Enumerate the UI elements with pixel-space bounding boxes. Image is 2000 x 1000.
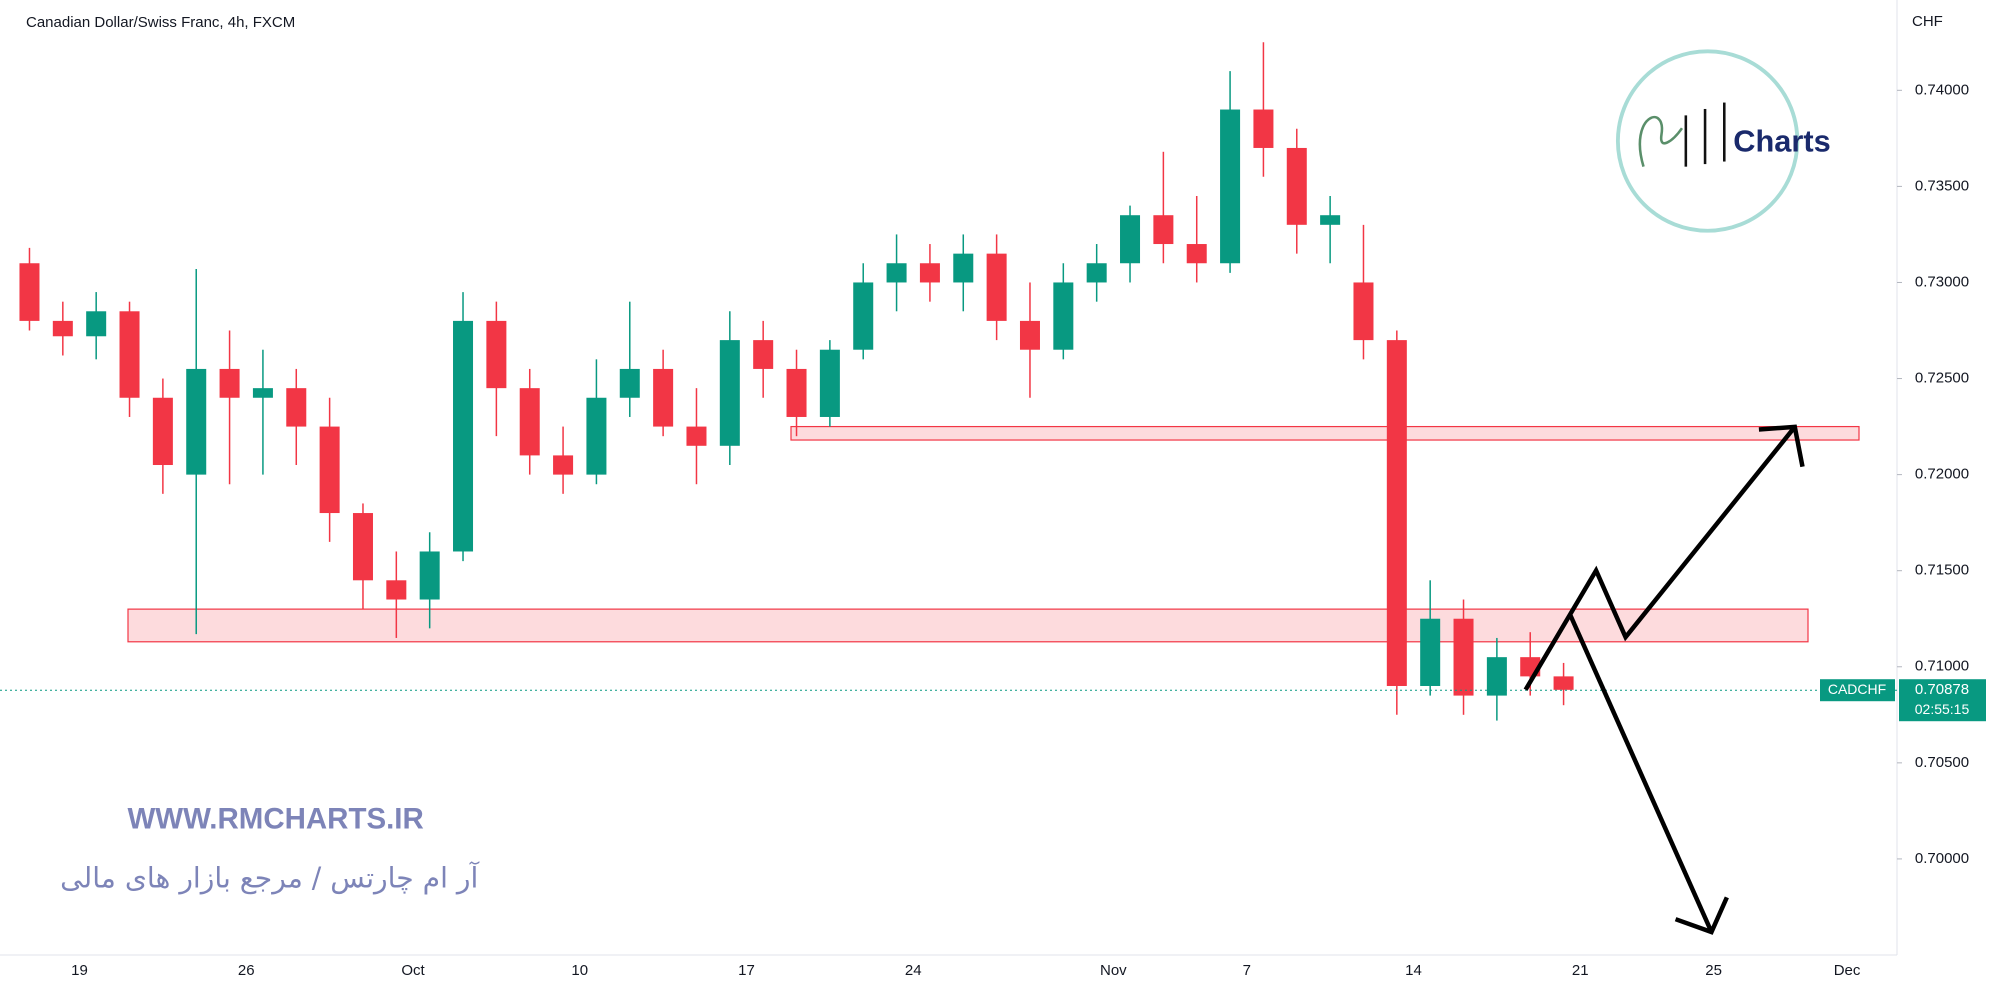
candle-body [86,311,107,337]
candle-body [19,263,40,321]
candle-body [1220,109,1241,264]
x-tick-label: 17 [738,962,755,979]
candle-body [286,388,307,427]
x-tick-label: 24 [905,962,922,979]
x-tick-label: 10 [571,962,588,979]
y-tick-label: 0.72000 [1915,466,1969,483]
y-tick-label: 0.71500 [1915,562,1969,579]
candle-body [1153,215,1174,245]
candle-body [119,311,140,398]
candle-body [419,551,440,600]
x-tick-label: 25 [1705,962,1722,979]
candle-body [352,513,373,581]
currency-label: CHF [1912,13,1943,30]
candle-body [1253,109,1274,148]
candle-body [1453,618,1474,696]
candle-body [453,320,474,552]
symbol-tag [1820,679,1895,702]
symbol-tag-text: CADCHF [1828,681,1886,697]
candle-body [953,253,974,283]
candle-body [319,426,340,514]
x-tick-label: 19 [71,962,88,979]
candle-body [1086,263,1107,283]
y-tick-label: 0.70500 [1915,754,1969,771]
candle-body [1120,215,1141,264]
candle-body [186,368,207,475]
y-tick-label: 0.73500 [1915,177,1969,194]
candle-body [719,340,740,446]
x-tick-label: Oct [401,962,425,979]
candle-body [1420,618,1441,686]
y-tick-label: 0.70000 [1915,850,1969,867]
x-tick-label: 7 [1243,962,1251,979]
candle-body [1186,244,1207,264]
drawings: Charts WWW.RMCHARTS.IR آر ام چارتس / مرج… [60,49,1831,935]
arrow-head [1758,424,1805,468]
candle-body [919,263,940,283]
candle-body [1019,320,1040,350]
y-tick-label: 0.74000 [1915,81,1969,98]
projection-arrow-down [1568,614,1714,933]
candle-body [553,455,574,475]
logo-script [1638,115,1684,168]
projection-arrow-up [1523,425,1797,691]
chart-title: Canadian Dollar/Swiss Franc, 4h, FXCM [26,14,295,31]
logo-ring [1615,49,1800,233]
candle-body [386,580,407,600]
candle-body [786,368,807,417]
price-tag [1899,679,1986,722]
candle-body [986,253,1007,321]
candle-body [753,340,774,369]
x-tick-label: 26 [238,962,255,979]
y-tick-label: 0.73000 [1915,273,1969,290]
candle-body [486,320,507,389]
price-tag-countdown: 02:55:15 [1915,701,1970,717]
x-tick-label: Nov [1100,962,1127,979]
candle-body [252,388,273,398]
candle-body [586,397,607,475]
price-tag-value: 0.70878 [1915,681,1969,698]
logo-text: Charts [1733,124,1830,159]
candle-body [519,388,540,456]
candle-body [619,368,640,398]
candle-body [52,320,73,337]
candle-body [1353,282,1374,341]
candle-body [152,397,173,466]
candle-body [1553,676,1574,690]
candle-body [653,368,674,427]
x-tick-label: Dec [1834,962,1861,979]
candle-body [1053,282,1074,350]
candle-body [219,368,240,398]
x-tick-label: 21 [1572,962,1589,979]
zone [127,608,1809,643]
arrow-head [1674,896,1729,935]
candle-body [819,349,840,417]
candle-body [1286,147,1307,225]
y-tick-label: 0.71000 [1915,658,1969,675]
watermark-url: WWW.RMCHARTS.IR [127,802,423,835]
candle-body [886,263,907,283]
y-tick-label: 0.72500 [1915,370,1969,387]
zone [790,425,1860,441]
candle-body [1486,657,1507,696]
watermark-subtitle: آر ام چارتس / مرجع بازار های مالی [60,861,479,894]
x-tick-label: 14 [1405,962,1422,979]
candle-body [686,426,707,446]
plot-area [0,42,1897,721]
candle-body [1386,340,1407,686]
candle-body [853,282,874,350]
candle-body [1320,215,1341,225]
